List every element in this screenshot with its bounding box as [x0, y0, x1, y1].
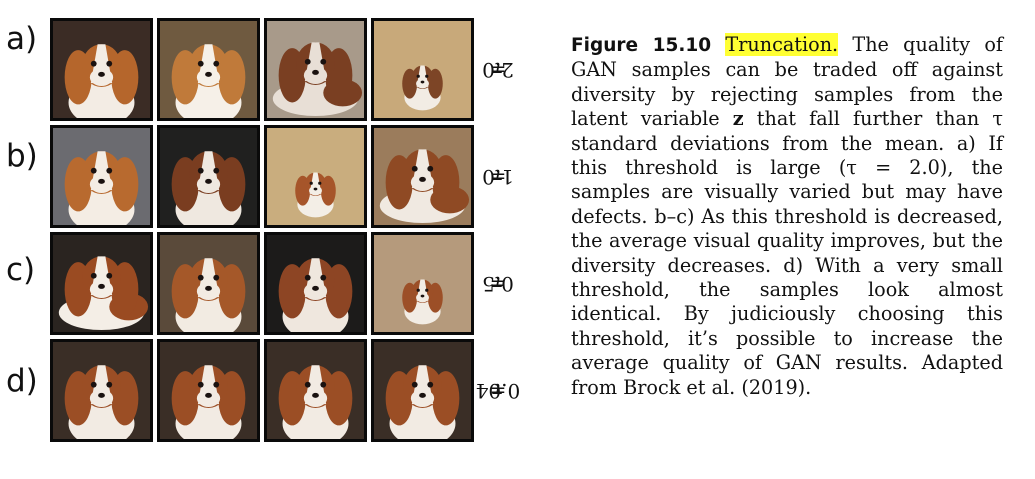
figure-number: Figure 15.10 — [571, 35, 712, 56]
sample-row — [50, 339, 474, 442]
tau-label-a: τ = 2.0 — [482, 57, 514, 82]
dog-sample-image — [264, 339, 367, 442]
sample-row — [50, 18, 474, 121]
dog-sample-image — [157, 125, 260, 228]
sample-row — [50, 125, 474, 228]
row-label-d: d) — [6, 363, 38, 399]
caption-body: The quality of GAN samples can be traded… — [571, 33, 1003, 131]
latent-variable-z: z — [732, 107, 744, 131]
dog-sample-image — [264, 18, 367, 121]
dog-sample-image — [50, 18, 153, 121]
dog-sample-image — [371, 339, 474, 442]
tau-label-b: τ = 1.0 — [482, 164, 514, 189]
caption-body-2: that fall further than τ standard deviat… — [571, 107, 1003, 399]
dog-sample-image — [157, 18, 260, 121]
figure-caption: Figure 15.10 Truncation. The quality of … — [571, 33, 1003, 400]
dog-sample-image — [157, 232, 260, 335]
highlighted-term: Truncation. — [725, 33, 839, 56]
dog-sample-image — [371, 125, 474, 228]
row-label-b: b) — [6, 138, 38, 174]
sample-row — [50, 232, 474, 335]
tau-label-c: τ = 0.5 — [482, 271, 514, 296]
dog-sample-image — [50, 339, 153, 442]
sample-grid — [50, 18, 474, 446]
dog-sample-image — [264, 125, 367, 228]
dog-sample-image — [264, 232, 367, 335]
dog-sample-image — [50, 125, 153, 228]
dog-sample-image — [50, 232, 153, 335]
row-label-c: c) — [6, 252, 36, 288]
row-label-a: a) — [6, 21, 38, 57]
dog-sample-image — [371, 18, 474, 121]
dog-sample-image — [157, 339, 260, 442]
tau-label-d: τ = 0.04 — [475, 378, 521, 403]
dog-sample-image — [371, 232, 474, 335]
